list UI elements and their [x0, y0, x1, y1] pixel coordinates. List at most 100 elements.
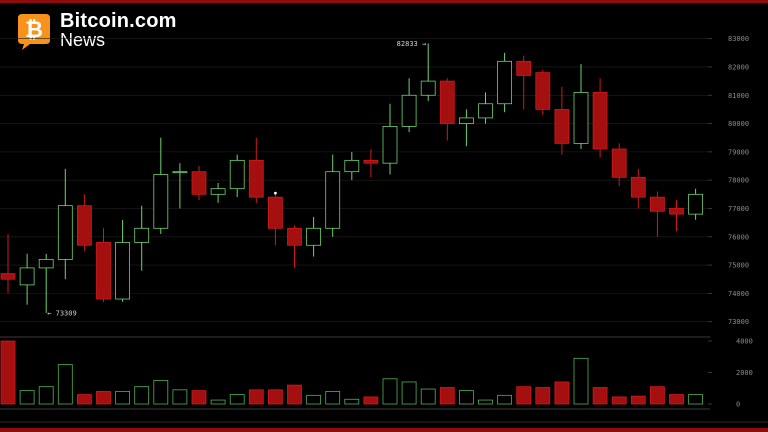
brand-name: Bitcoin.com — [60, 10, 177, 32]
volume-bar — [267, 389, 283, 405]
volume-bar — [573, 357, 589, 405]
candle-body — [210, 188, 226, 195]
candle-body — [248, 159, 264, 198]
volume-bar — [229, 394, 245, 405]
bitcoin-com-news-logo: ₿ Bitcoin.com News — [16, 10, 236, 54]
volume-bar — [115, 390, 130, 405]
volume-bar — [306, 394, 322, 405]
candle-body — [19, 267, 35, 286]
volume-bar — [516, 386, 532, 405]
volume-tick-label: 0 — [736, 401, 740, 409]
volume-bars — [0, 340, 703, 405]
candle-body — [630, 176, 646, 198]
top-border — [0, 0, 768, 3]
candle-body — [401, 94, 417, 127]
volume-bar — [420, 388, 436, 405]
candlesticks — [0, 43, 703, 313]
price-tick-label: 83000 — [728, 35, 749, 43]
svg-text:₿: ₿ — [25, 17, 43, 42]
volume-bar — [554, 381, 570, 405]
candle-body — [363, 159, 379, 164]
volume-bar — [592, 387, 608, 405]
volume-bar — [287, 384, 302, 405]
candle-body — [306, 227, 322, 246]
price-tick-label: 79000 — [728, 148, 749, 156]
price-tick-label: 82000 — [728, 63, 749, 71]
price-tick-label: 73000 — [728, 318, 749, 326]
volume-bar — [0, 340, 16, 405]
volume-bar — [153, 379, 169, 405]
volume-bar — [630, 395, 646, 405]
candle-body — [0, 273, 16, 280]
candle-body — [134, 227, 150, 243]
candle-body — [478, 103, 493, 119]
volume-bar — [363, 396, 379, 405]
low-annotation: ← 73309 — [47, 309, 77, 317]
volume-bar — [57, 364, 73, 405]
price-tick-label: 76000 — [728, 233, 749, 241]
volume-bar — [19, 390, 35, 405]
volume-bar — [248, 389, 264, 405]
bottom-border — [0, 428, 768, 432]
volume-tick-label: 2000 — [736, 369, 753, 377]
volume-bar — [669, 394, 684, 405]
candle-body — [115, 242, 130, 300]
volume-bar — [38, 386, 54, 405]
volume-bar — [191, 390, 207, 405]
volume-bar — [134, 386, 150, 405]
price-tick-label: 78000 — [728, 177, 749, 185]
candle-body — [287, 227, 302, 246]
candle-body — [153, 174, 169, 229]
volume-bar — [77, 394, 92, 405]
candle-body — [96, 242, 111, 300]
candle-body — [688, 193, 703, 215]
brand-sub: News — [60, 30, 106, 50]
volume-bar — [344, 398, 360, 405]
volume-bar — [478, 399, 493, 405]
volume-bar — [458, 390, 474, 405]
candle-body — [497, 60, 513, 105]
gridlines — [0, 38, 708, 322]
candle-body — [535, 72, 551, 110]
event-marker — [274, 191, 277, 195]
candle-body — [592, 92, 608, 150]
candle-body — [57, 205, 73, 260]
volume-axis-ticks: 0 2000 4000 — [708, 338, 753, 409]
price-tick-label: 81000 — [728, 92, 749, 100]
high-annotation: 82833 → — [397, 40, 427, 48]
candle-body — [458, 117, 474, 124]
candle-body — [554, 109, 570, 144]
candle-body — [229, 159, 245, 190]
volume-bar — [688, 394, 703, 405]
candle-body — [650, 196, 665, 212]
volume-bar — [611, 396, 627, 405]
candle-body — [191, 171, 207, 195]
volume-bar — [96, 390, 111, 405]
candle-body — [420, 80, 436, 96]
price-tick-label: 75000 — [728, 262, 749, 270]
candle-body — [573, 92, 589, 144]
volume-bar — [172, 389, 188, 405]
price-tick-label: 80000 — [728, 120, 749, 128]
volume-tick-label: 4000 — [736, 338, 753, 346]
volume-bar — [401, 381, 417, 405]
candle-body — [669, 208, 684, 215]
candle-body — [38, 259, 54, 269]
candle-body — [382, 125, 398, 164]
candle-body — [344, 159, 360, 173]
volume-bar — [210, 399, 226, 405]
volume-bar — [497, 394, 513, 405]
price-tick-label: 77000 — [728, 205, 749, 213]
candle-body — [172, 171, 188, 174]
volume-bar — [650, 386, 665, 405]
volume-bar — [382, 378, 398, 405]
volume-bar — [439, 387, 455, 405]
volume-bar — [325, 390, 341, 405]
volume-bar — [535, 387, 551, 405]
candle-body — [611, 148, 627, 178]
candle-body — [267, 196, 283, 229]
candle-body — [77, 205, 92, 246]
candle-body — [439, 80, 455, 124]
price-axis-ticks: 73000 74000 75000 76000 77000 78000 79000 80000… — [708, 35, 749, 326]
